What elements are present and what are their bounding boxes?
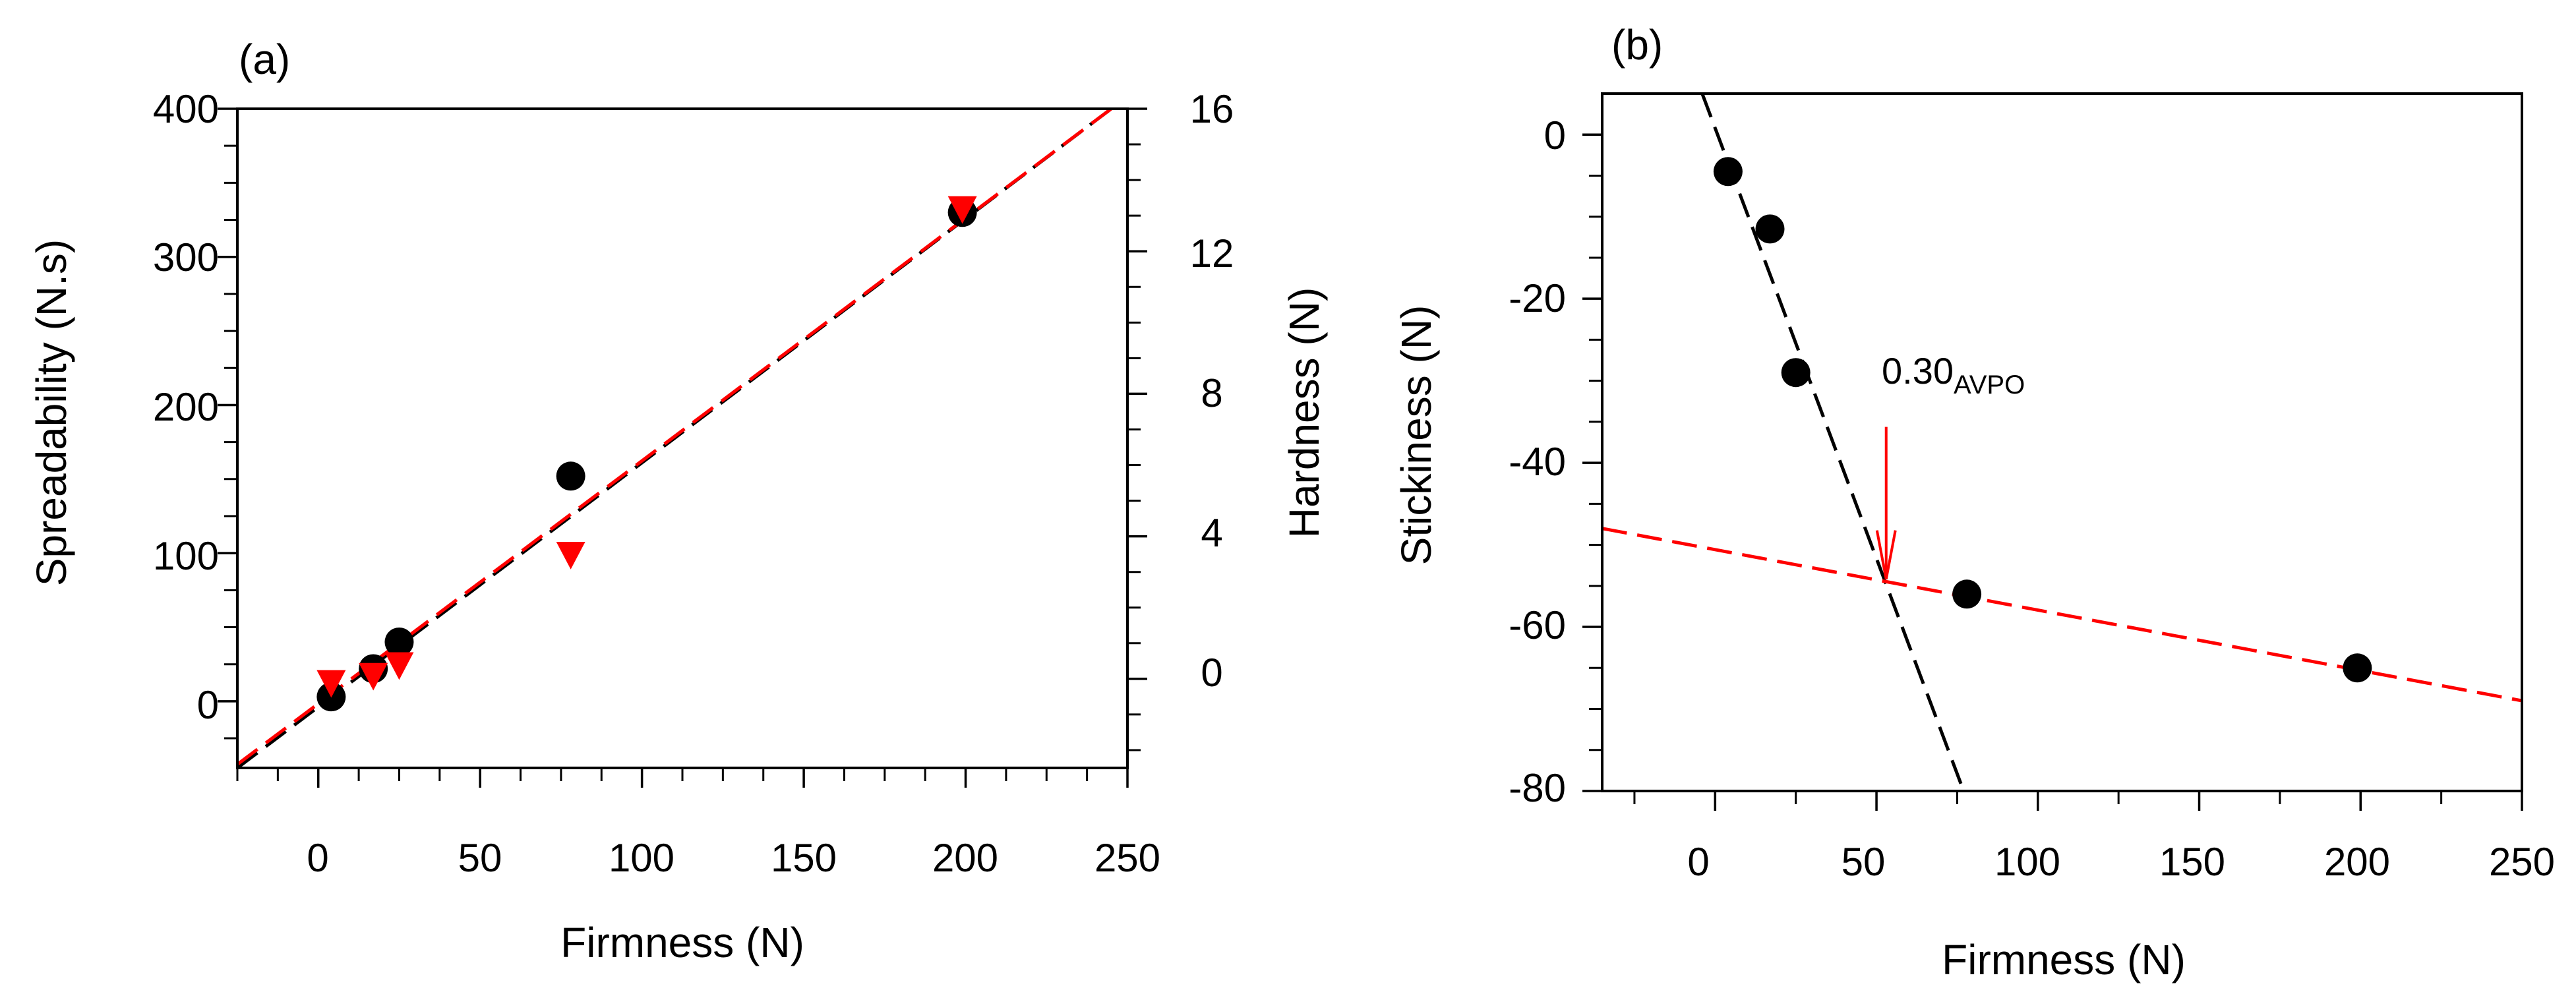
panel-b-annotation-arrow <box>1875 426 1897 579</box>
panel-a-xtick-label: 0 <box>307 836 328 880</box>
panel-b-stickiness-point <box>2343 653 2372 683</box>
annotation-arrow-head <box>1875 530 1897 579</box>
panel-a-ytick-label: 200 <box>153 385 219 429</box>
panel-a-y2tick-label: 0 <box>1201 651 1222 695</box>
panel-a-spreadability-point <box>384 627 414 657</box>
panel-b-frame <box>1601 92 2523 792</box>
panel-b-ytick-label: -20 <box>1509 276 1566 320</box>
panel-a-xtick-label: 100 <box>609 836 674 880</box>
panel-a-y2-axis-title: Hardness (N) <box>1280 287 1328 539</box>
panel-a-x-axis-title: Firmness (N) <box>560 919 804 966</box>
panel-b-annotation: 0.30AVPO <box>1882 350 2025 399</box>
panel-a-hardness-point <box>947 196 977 224</box>
panel-b-y-axis-title: Stickiness (N) <box>1393 305 1440 566</box>
panel-a-label: (a) <box>239 36 290 83</box>
panel-a-ytick-label: 300 <box>153 235 219 279</box>
panel-b-stickiness-point <box>1755 214 1785 244</box>
panel-b-xtick-label: 200 <box>2324 840 2390 884</box>
panel-a-plot-area <box>237 109 1112 768</box>
panel-b-ytick-label: -80 <box>1509 766 1566 810</box>
panel-a-xtick-label: 200 <box>932 836 998 880</box>
panel-a-xtick-label: 150 <box>771 836 837 880</box>
panel-b-xtick-label: 50 <box>1842 840 1886 884</box>
annotation-main: 0.30 <box>1882 350 1954 392</box>
panel-b-minor-ticks <box>1589 174 2443 804</box>
panel-a: (a) 0 100 200 300 400 0 4 8 12 16 0 50 1… <box>28 36 1328 966</box>
panel-a-y2tick-label: 8 <box>1201 371 1222 415</box>
panel-b-xtick-label: 100 <box>1994 840 2060 884</box>
panel-a-ticks <box>218 107 1147 788</box>
panel-b-ticks <box>1582 133 2523 811</box>
panel-b-ytick-label: -60 <box>1509 603 1566 647</box>
panel-a-y-axis-title: Spreadability (N.s) <box>28 239 75 586</box>
panel-b-x-axis-title: Firmness (N) <box>1942 936 2186 983</box>
panel-a-y2tick-label: 12 <box>1190 231 1234 276</box>
panel-a-xtick-label: 50 <box>458 836 502 880</box>
panel-b-label: (b) <box>1611 21 1663 69</box>
panel-a-y2tick-label: 4 <box>1201 511 1222 555</box>
panel-b-stickiness-point <box>1952 579 1982 609</box>
panel-b-red-fit-line <box>1602 527 2522 703</box>
annotation-subscript: AVPO <box>1954 370 2025 399</box>
panel-a-hardness-point <box>384 652 414 680</box>
panel-b-stickiness-point <box>1713 157 1743 187</box>
panel-a-spreadability-point <box>556 461 585 491</box>
panel-a-hardness-point <box>316 670 346 698</box>
panel-b: (b) 0 -20 -40 -60 -80 0 50 100 150 200 2… <box>1393 21 2555 983</box>
panel-b-ytick-label: -40 <box>1509 440 1566 484</box>
panel-b-xtick-label: 0 <box>1687 840 1709 884</box>
panel-a-ytick-label: 0 <box>197 683 219 727</box>
panel-a-y2tick-label: 16 <box>1190 87 1234 131</box>
panel-a-minor-ticks <box>224 143 1141 781</box>
panel-a-hardness-point <box>556 541 585 570</box>
panel-b-ytick-label: 0 <box>1544 113 1566 158</box>
panel-a-frame <box>236 107 1129 769</box>
panel-b-xtick-label: 150 <box>2159 840 2225 884</box>
panel-a-xtick-label: 250 <box>1094 836 1160 880</box>
panel-a-ytick-label: 100 <box>153 534 219 578</box>
panel-a-ytick-label: 400 <box>153 87 219 131</box>
panel-b-stickiness-point <box>1781 358 1811 388</box>
panel-a-hardness-point <box>359 662 388 691</box>
panel-b-black-fit-line <box>1700 94 1965 791</box>
panel-b-plot-area <box>1602 94 2522 791</box>
panel-b-xtick-label: 250 <box>2489 840 2555 884</box>
